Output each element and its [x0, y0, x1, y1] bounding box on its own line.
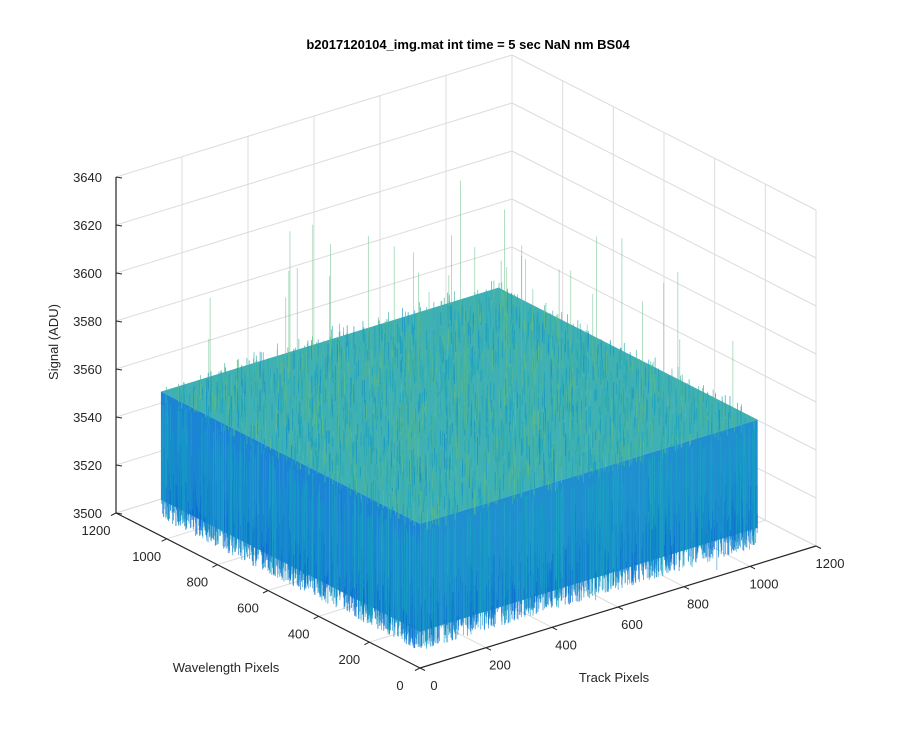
y-tick-label: 1200	[82, 523, 111, 538]
y-axis-label: Wavelength Pixels	[173, 660, 280, 675]
x-tick	[617, 606, 624, 610]
z-tick	[115, 224, 123, 227]
grid-line	[115, 54, 513, 178]
y-tick	[414, 667, 421, 671]
y-tick-label: 1000	[132, 549, 161, 564]
z-tick-label: 3520	[73, 458, 102, 473]
x-tick	[815, 545, 822, 549]
x-tick	[419, 667, 426, 671]
y-tick	[110, 512, 117, 516]
z-tick	[115, 368, 123, 371]
x-tick-label: 800	[687, 597, 709, 612]
z-tick	[115, 464, 123, 467]
x-tick-label: 200	[489, 658, 511, 673]
z-tick-label: 3620	[73, 218, 102, 233]
x-tick	[551, 626, 558, 631]
z-tick-label: 3560	[73, 362, 102, 377]
chart-title: b2017120104_img.mat int time = 5 sec NaN…	[306, 37, 630, 52]
y-tick	[212, 564, 218, 568]
z-tick-label: 3600	[73, 266, 102, 281]
x-tick-label: 1000	[750, 576, 779, 591]
y-tick-label: 600	[237, 601, 259, 616]
z-tick-label: 3640	[73, 170, 102, 185]
grid-line	[511, 102, 817, 259]
z-tick	[115, 320, 123, 323]
grid-line	[115, 150, 513, 274]
grid-line	[115, 246, 513, 370]
y-tick	[161, 538, 167, 542]
y-tick	[313, 615, 319, 620]
grid-line	[115, 102, 513, 226]
grid-line	[511, 198, 817, 355]
grid-line	[115, 198, 513, 322]
z-tick	[115, 512, 123, 515]
y-tick-label: 800	[186, 575, 208, 590]
x-tick-label: 0	[430, 678, 437, 693]
y-tick-label: 0	[396, 678, 403, 693]
grid-line	[511, 150, 817, 307]
z-tick	[115, 176, 123, 179]
y-tick	[364, 641, 370, 646]
z-tick	[115, 416, 123, 419]
tick-labels: 0 200 400 600 800 1000 1200 0 200 400 600 800 1000 12…	[73, 170, 844, 693]
surface-plot	[160, 180, 758, 649]
z-axis-label: Signal (ADU)	[46, 304, 61, 380]
axes	[110, 176, 822, 671]
z-tick-label: 3580	[73, 314, 102, 329]
x-tick-label: 400	[555, 637, 577, 652]
z-tick	[115, 272, 123, 275]
x-tick	[749, 565, 756, 570]
z-tick-label: 3500	[73, 506, 102, 521]
x-tick-label: 600	[621, 617, 643, 632]
z-tick-label: 3540	[73, 410, 102, 425]
x-axis-label: Track Pixels	[579, 670, 650, 685]
x-tick	[485, 647, 492, 651]
x-tick-label: 1200	[816, 556, 845, 571]
y-tick	[262, 590, 269, 594]
y-tick-label: 400	[288, 626, 310, 641]
x-tick	[683, 586, 690, 590]
y-tick-label: 200	[338, 652, 360, 667]
grid-line	[511, 54, 817, 211]
